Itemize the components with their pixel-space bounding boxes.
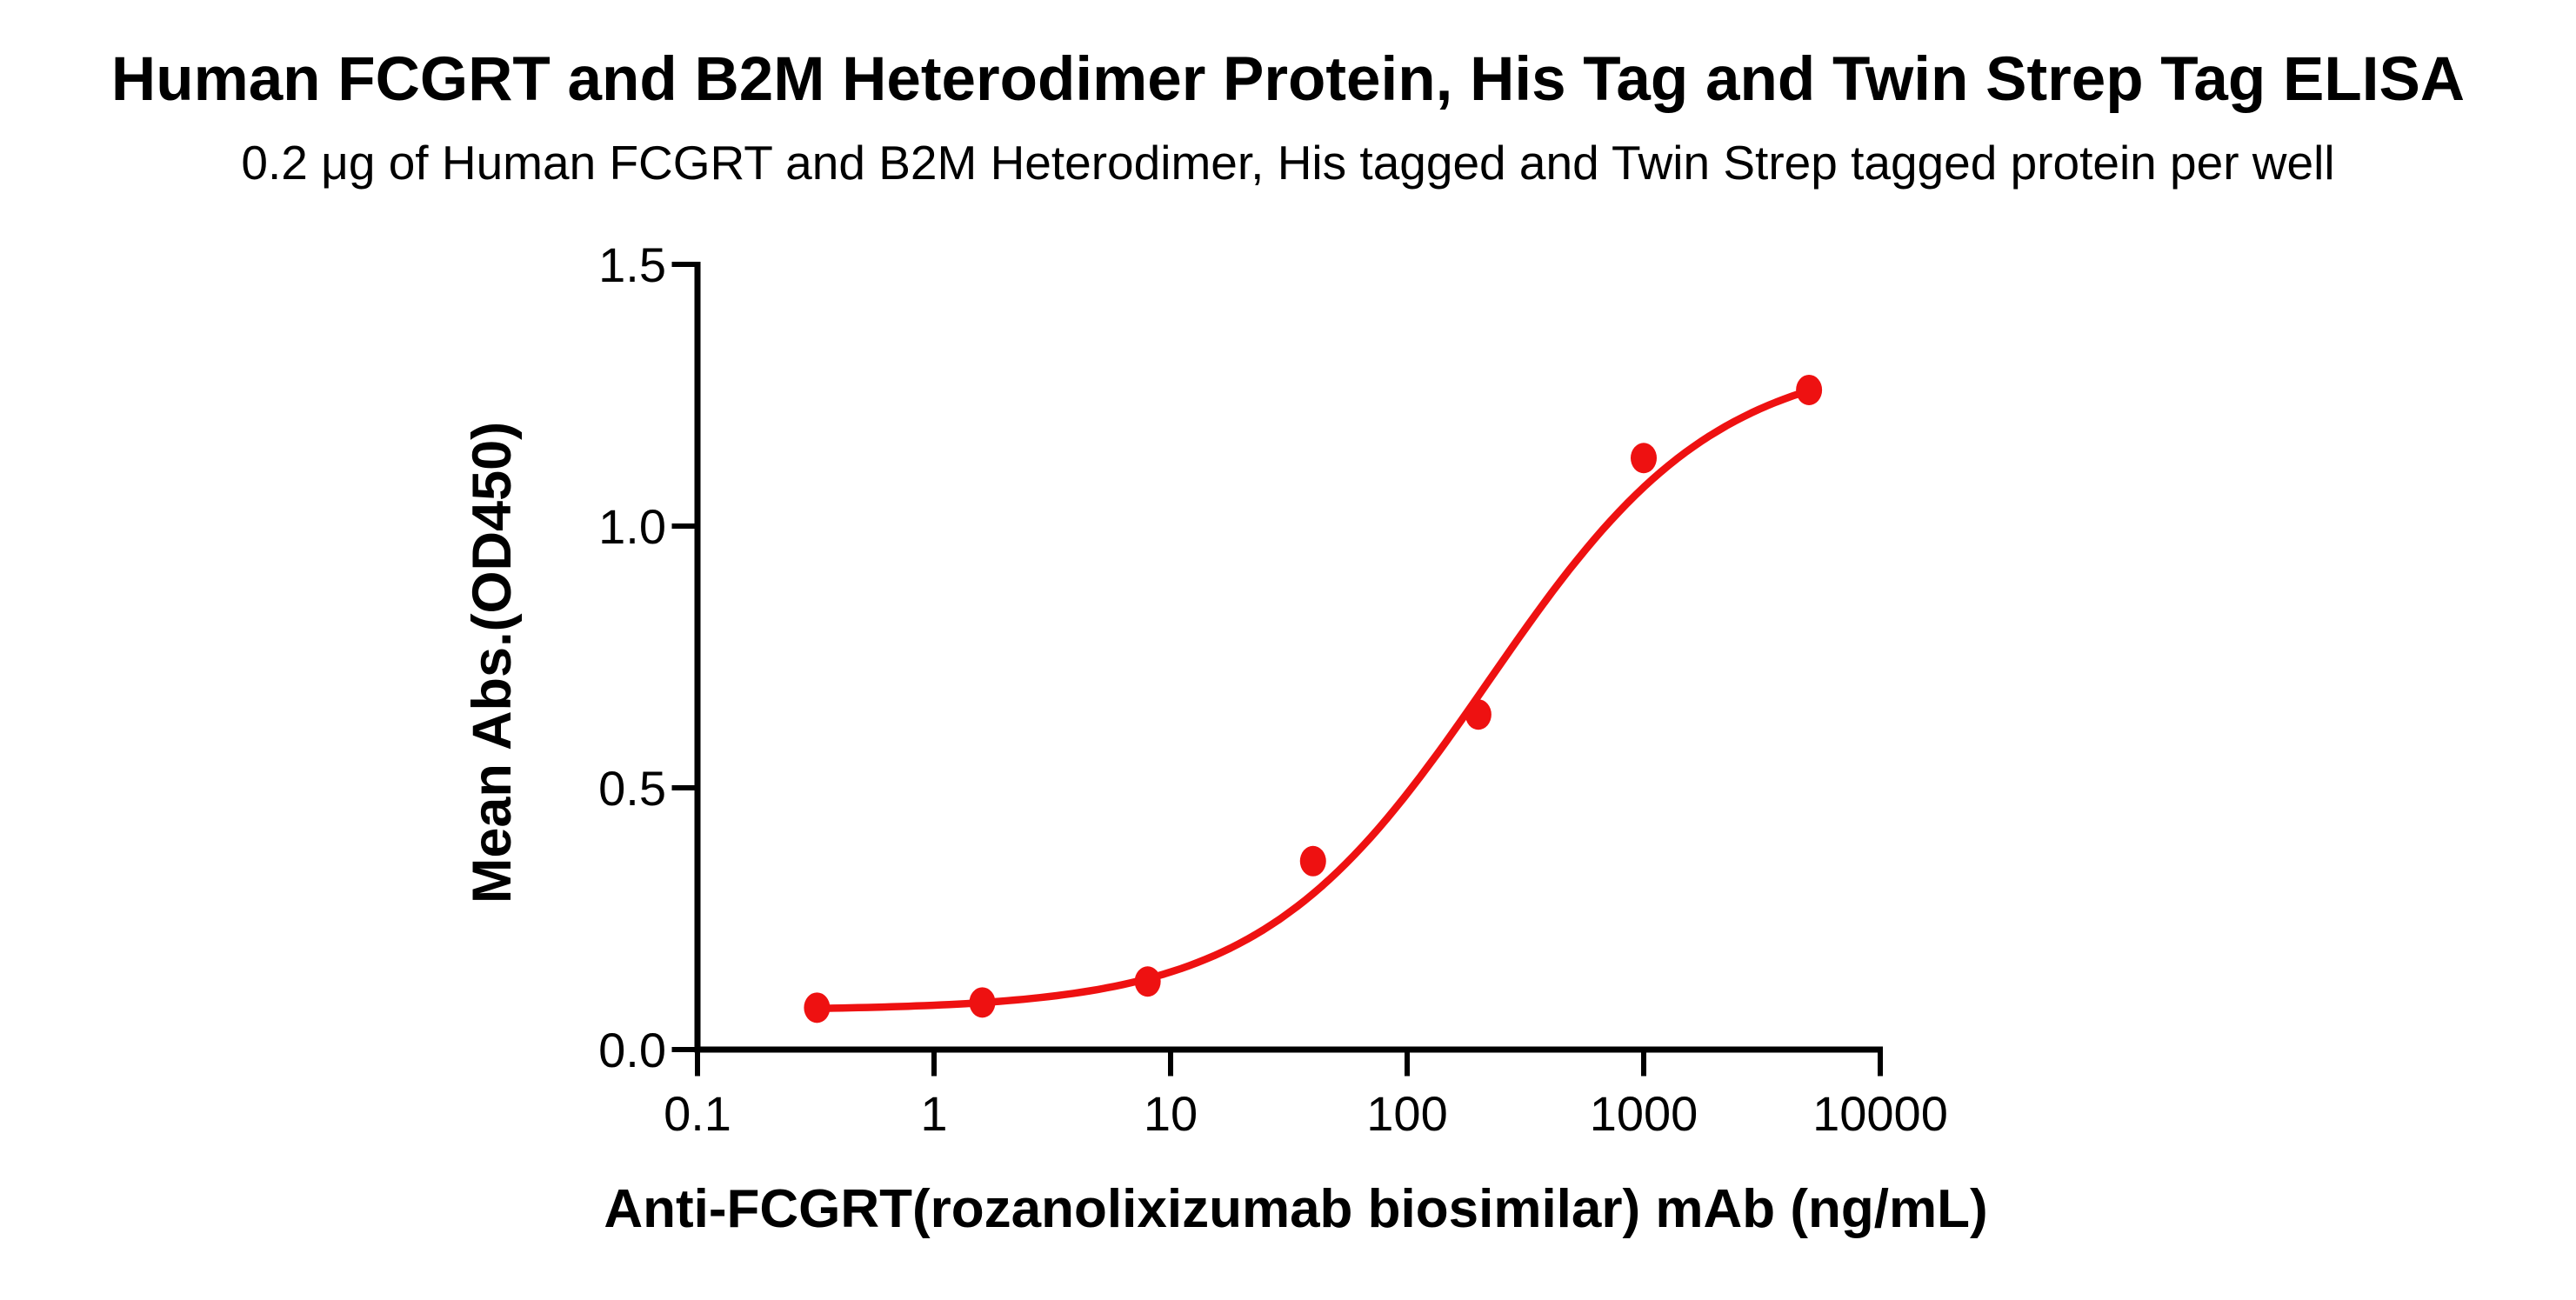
data-point (1465, 699, 1492, 730)
y-tick-label: 1.0 (598, 499, 666, 554)
x-tick-label: 1000 (1590, 1086, 1698, 1141)
data-point (804, 992, 831, 1023)
data-point (1796, 374, 1823, 405)
data-point (1134, 966, 1161, 997)
y-tick-label: 0.5 (598, 761, 666, 816)
chart-subtitle: 0.2 μg of Human FCGRT and B2M Heterodime… (241, 136, 2335, 190)
y-tick-label: 0.0 (598, 1023, 666, 1077)
data-point (969, 987, 996, 1018)
x-tick-label: 1 (920, 1086, 947, 1141)
data-point (1631, 443, 1657, 474)
fit-curve (813, 386, 1813, 1012)
x-axis-label: Anti-FCGRT(rozanolixizumab biosimilar) m… (604, 1179, 1988, 1239)
chart-title: Human FCGRT and B2M Heterodimer Protein,… (110, 45, 2466, 114)
data-point (1299, 845, 1326, 877)
y-tick-label: 1.5 (598, 237, 666, 292)
x-tick-label: 10 (1144, 1086, 1198, 1141)
x-tick-label: 0.1 (664, 1086, 731, 1141)
x-tick-label: 100 (1366, 1086, 1447, 1141)
x-tick-label: 10000 (1812, 1086, 1948, 1141)
